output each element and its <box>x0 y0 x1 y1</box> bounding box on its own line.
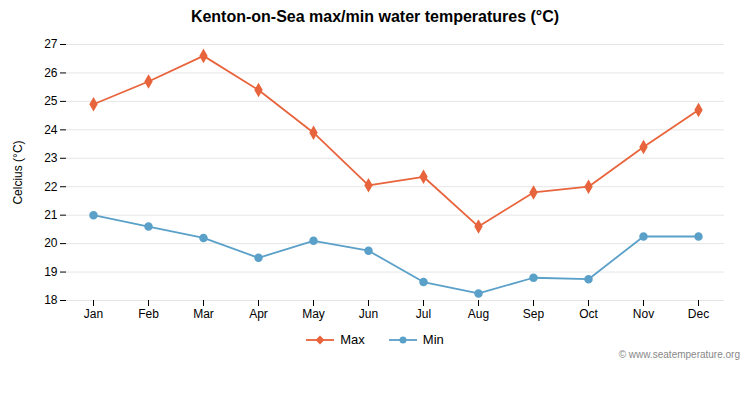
svg-text:Jan: Jan <box>84 307 103 321</box>
svg-text:Sep: Sep <box>523 307 545 321</box>
svg-text:27: 27 <box>44 37 58 51</box>
svg-text:May: May <box>302 307 325 321</box>
svg-text:Apr: Apr <box>249 307 268 321</box>
svg-text:Aug: Aug <box>468 307 489 321</box>
svg-text:18: 18 <box>44 293 58 307</box>
svg-text:19: 19 <box>44 265 58 279</box>
svg-text:Nov: Nov <box>633 307 654 321</box>
svg-text:24: 24 <box>44 123 58 137</box>
svg-text:23: 23 <box>44 151 58 165</box>
svg-text:Jul: Jul <box>416 307 431 321</box>
svg-text:22: 22 <box>44 180 58 194</box>
svg-text:25: 25 <box>44 94 58 108</box>
svg-text:Oct: Oct <box>579 307 598 321</box>
html-text:© www.seatemperature.org: © www.seatemperature.org <box>618 349 740 360</box>
svg-text:Feb: Feb <box>138 307 159 321</box>
svg-text:Celcius (°C): Celcius (°C) <box>11 140 25 204</box>
html-text:Max: Max <box>340 332 365 347</box>
svg-text:Mar: Mar <box>193 307 214 321</box>
svg-text:20: 20 <box>44 236 58 250</box>
svg-text:26: 26 <box>44 66 58 80</box>
svg-text:Jun: Jun <box>359 307 378 321</box>
svg-text:21: 21 <box>44 208 58 222</box>
html-text:Min: Min <box>422 332 444 347</box>
html-text:Kenton-on-Sea max/min water te: Kenton-on-Sea max/min water temperatures… <box>190 8 560 25</box>
svg-text:Dec: Dec <box>688 307 709 321</box>
